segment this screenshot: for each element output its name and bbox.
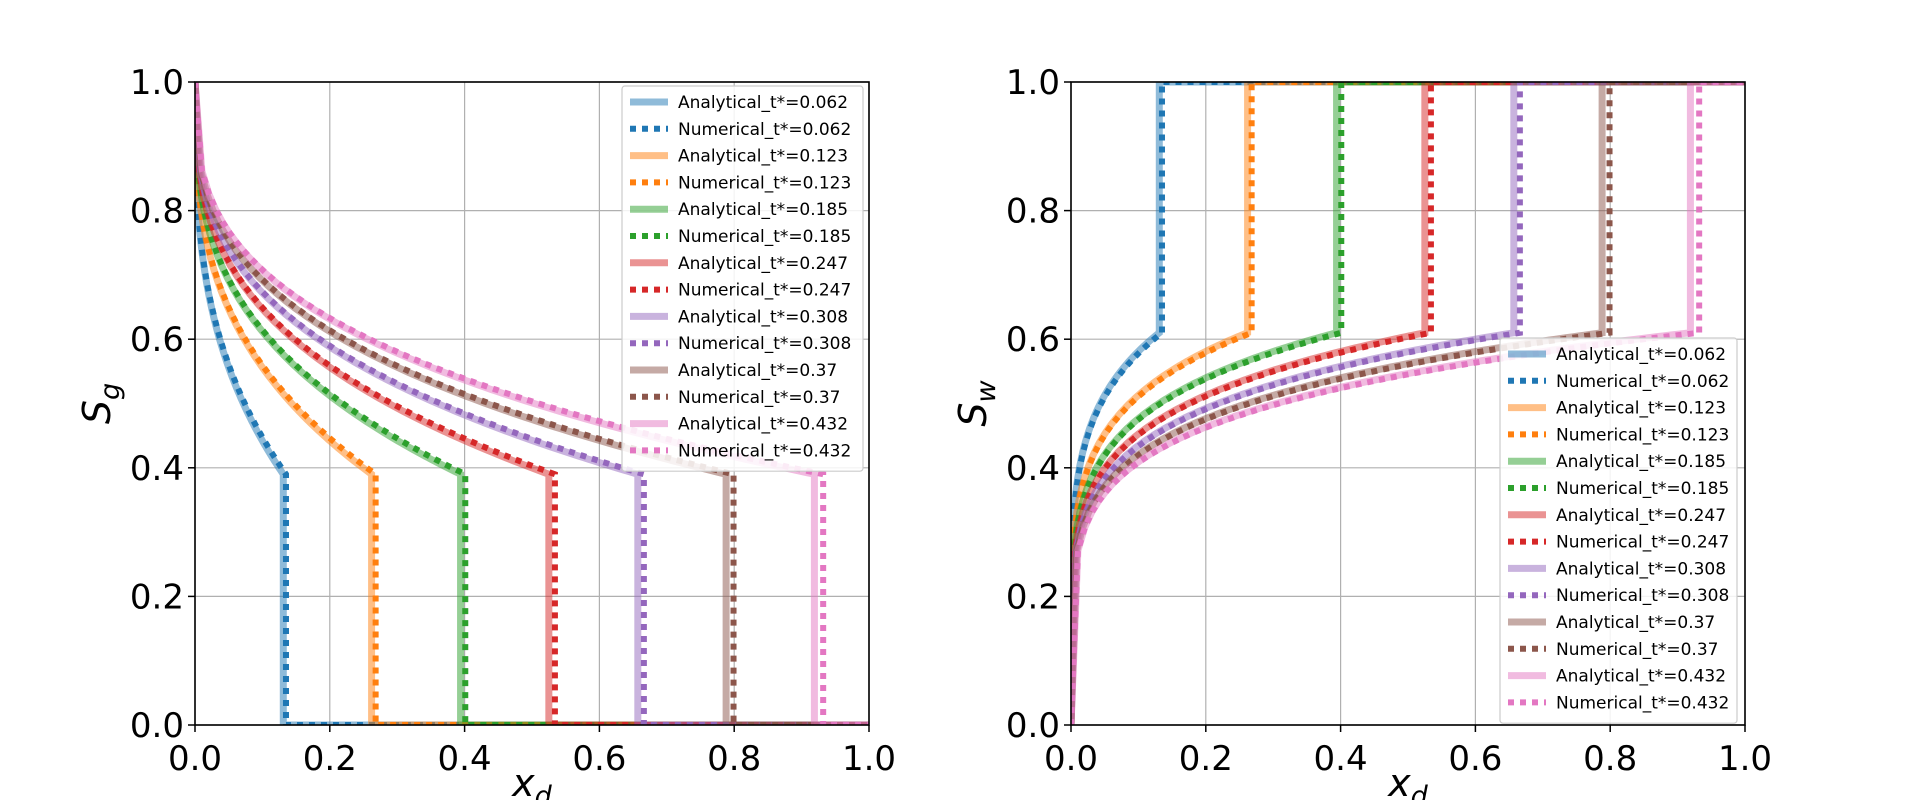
legend-label: Analytical_t*=0.247 bbox=[1556, 506, 1726, 526]
legend-label: Analytical_t*=0.185 bbox=[1556, 452, 1726, 472]
series-line-numerical-9 bbox=[195, 82, 869, 725]
y-tick-label: 0.0 bbox=[130, 706, 184, 746]
x-tick-label: 1.0 bbox=[1718, 739, 1772, 779]
legend: Analytical_t*=0.062 Numerical_t*=0.062 Ana… bbox=[621, 85, 864, 472]
legend-label: Numerical_t*=0.123 bbox=[1556, 425, 1729, 445]
legend-label: Analytical_t*=0.308 bbox=[678, 307, 848, 327]
x-tick-label: 0.6 bbox=[572, 739, 626, 779]
series-line-numerical-1 bbox=[195, 82, 869, 725]
legend-label: Analytical_t*=0.123 bbox=[1556, 399, 1726, 419]
legend-label: Numerical_t*=0.247 bbox=[678, 281, 851, 301]
y-tick-label: 0.4 bbox=[130, 449, 184, 489]
legend-label: Analytical_t*=0.185 bbox=[678, 200, 848, 220]
water-saturation-panel: 0.0 0.2 0.4 0.6 0.8 1.0 0.0 0.2 0.4 0.6 0.8 1.0 xd Sw… bbox=[951, 63, 1772, 800]
legend-label: Analytical_t*=0.308 bbox=[1556, 559, 1726, 579]
legend-label: Analytical_t*=0.062 bbox=[1556, 345, 1726, 365]
legend-label: Analytical_t*=0.37 bbox=[1556, 613, 1715, 633]
legend: Analytical_t*=0.062 Numerical_t*=0.062 Ana… bbox=[1499, 337, 1738, 724]
y-tick-label: 0.2 bbox=[130, 577, 184, 617]
legend-label: Numerical_t*=0.247 bbox=[1556, 533, 1729, 553]
legend-label: Analytical_t*=0.123 bbox=[678, 147, 848, 167]
series-line-analytical-4 bbox=[195, 82, 869, 725]
legend-label: Numerical_t*=0.185 bbox=[678, 227, 851, 247]
legend-label: Analytical_t*=0.432 bbox=[1556, 667, 1726, 687]
legend-box bbox=[1499, 337, 1738, 724]
x-tick-label: 0.8 bbox=[707, 739, 761, 779]
series-line-numerical-7 bbox=[1071, 82, 1745, 725]
x-tick-label: 0.2 bbox=[1179, 739, 1233, 779]
y-tick-label: 0.6 bbox=[130, 320, 184, 360]
legend-label: Numerical_t*=0.308 bbox=[1556, 586, 1729, 606]
legend-label: Analytical_t*=0.062 bbox=[678, 93, 848, 113]
y-tick-label: 1.0 bbox=[130, 63, 184, 103]
y-tick-label: 0.6 bbox=[1006, 320, 1060, 360]
legend-label: Analytical_t*=0.247 bbox=[678, 254, 848, 274]
legend-label: Analytical_t*=0.37 bbox=[678, 361, 837, 381]
x-tick-label: 0.4 bbox=[438, 739, 492, 779]
y-tick-label: 1.0 bbox=[1006, 63, 1060, 103]
y-axis-label: Sw bbox=[951, 379, 1002, 426]
x-tick-label: 0.0 bbox=[1044, 739, 1098, 779]
series-line-numerical-5 bbox=[195, 82, 869, 725]
y-tick-label: 0.2 bbox=[1006, 577, 1060, 617]
y-tick-label: 0.8 bbox=[1006, 192, 1060, 232]
y-tick-label: 0.4 bbox=[1006, 449, 1060, 489]
legend-label: Numerical_t*=0.37 bbox=[1556, 640, 1718, 660]
legend-label: Numerical_t*=0.432 bbox=[1556, 693, 1729, 713]
series-line-numerical-13 bbox=[195, 82, 869, 725]
x-tick-label: 1.0 bbox=[842, 739, 896, 779]
series-line-analytical-4 bbox=[1071, 82, 1745, 725]
series-line-numerical-5 bbox=[1071, 82, 1745, 725]
series-line-numerical-7 bbox=[195, 82, 869, 725]
legend-label: Numerical_t*=0.123 bbox=[678, 173, 851, 193]
legend-label: Numerical_t*=0.062 bbox=[1556, 372, 1729, 392]
series-line-numerical-3 bbox=[1071, 82, 1745, 725]
series-line-numerical-3 bbox=[195, 82, 869, 725]
x-axis-label: xd bbox=[511, 761, 553, 800]
x-tick-label: 0.4 bbox=[1314, 739, 1368, 779]
legend-box bbox=[621, 85, 864, 472]
y-tick-label: 0.0 bbox=[1006, 706, 1060, 746]
series-line-analytical-2 bbox=[195, 82, 869, 725]
y-axis-label: Sg bbox=[75, 383, 126, 424]
legend-label: Numerical_t*=0.062 bbox=[678, 120, 851, 140]
legend-label: Numerical_t*=0.185 bbox=[1556, 479, 1729, 499]
axes-frame bbox=[194, 81, 870, 726]
axes-frame bbox=[1070, 81, 1746, 726]
x-tick-label: 0.2 bbox=[303, 739, 357, 779]
x-tick-label: 0.0 bbox=[168, 739, 222, 779]
legend-label: Numerical_t*=0.308 bbox=[678, 334, 851, 354]
legend-label: Numerical_t*=0.37 bbox=[678, 388, 840, 408]
gas-saturation-panel: 0.0 0.2 0.4 0.6 0.8 1.0 0.0 0.2 0.4 0.6 0.8 1.0 xd Sg… bbox=[75, 63, 896, 800]
x-tick-label: 0.6 bbox=[1448, 739, 1502, 779]
legend-label: Numerical_t*=0.432 bbox=[678, 441, 851, 461]
x-axis-label: xd bbox=[1387, 761, 1429, 800]
legend-label: Analytical_t*=0.432 bbox=[678, 415, 848, 435]
x-tick-label: 0.8 bbox=[1583, 739, 1637, 779]
y-tick-label: 0.8 bbox=[130, 192, 184, 232]
